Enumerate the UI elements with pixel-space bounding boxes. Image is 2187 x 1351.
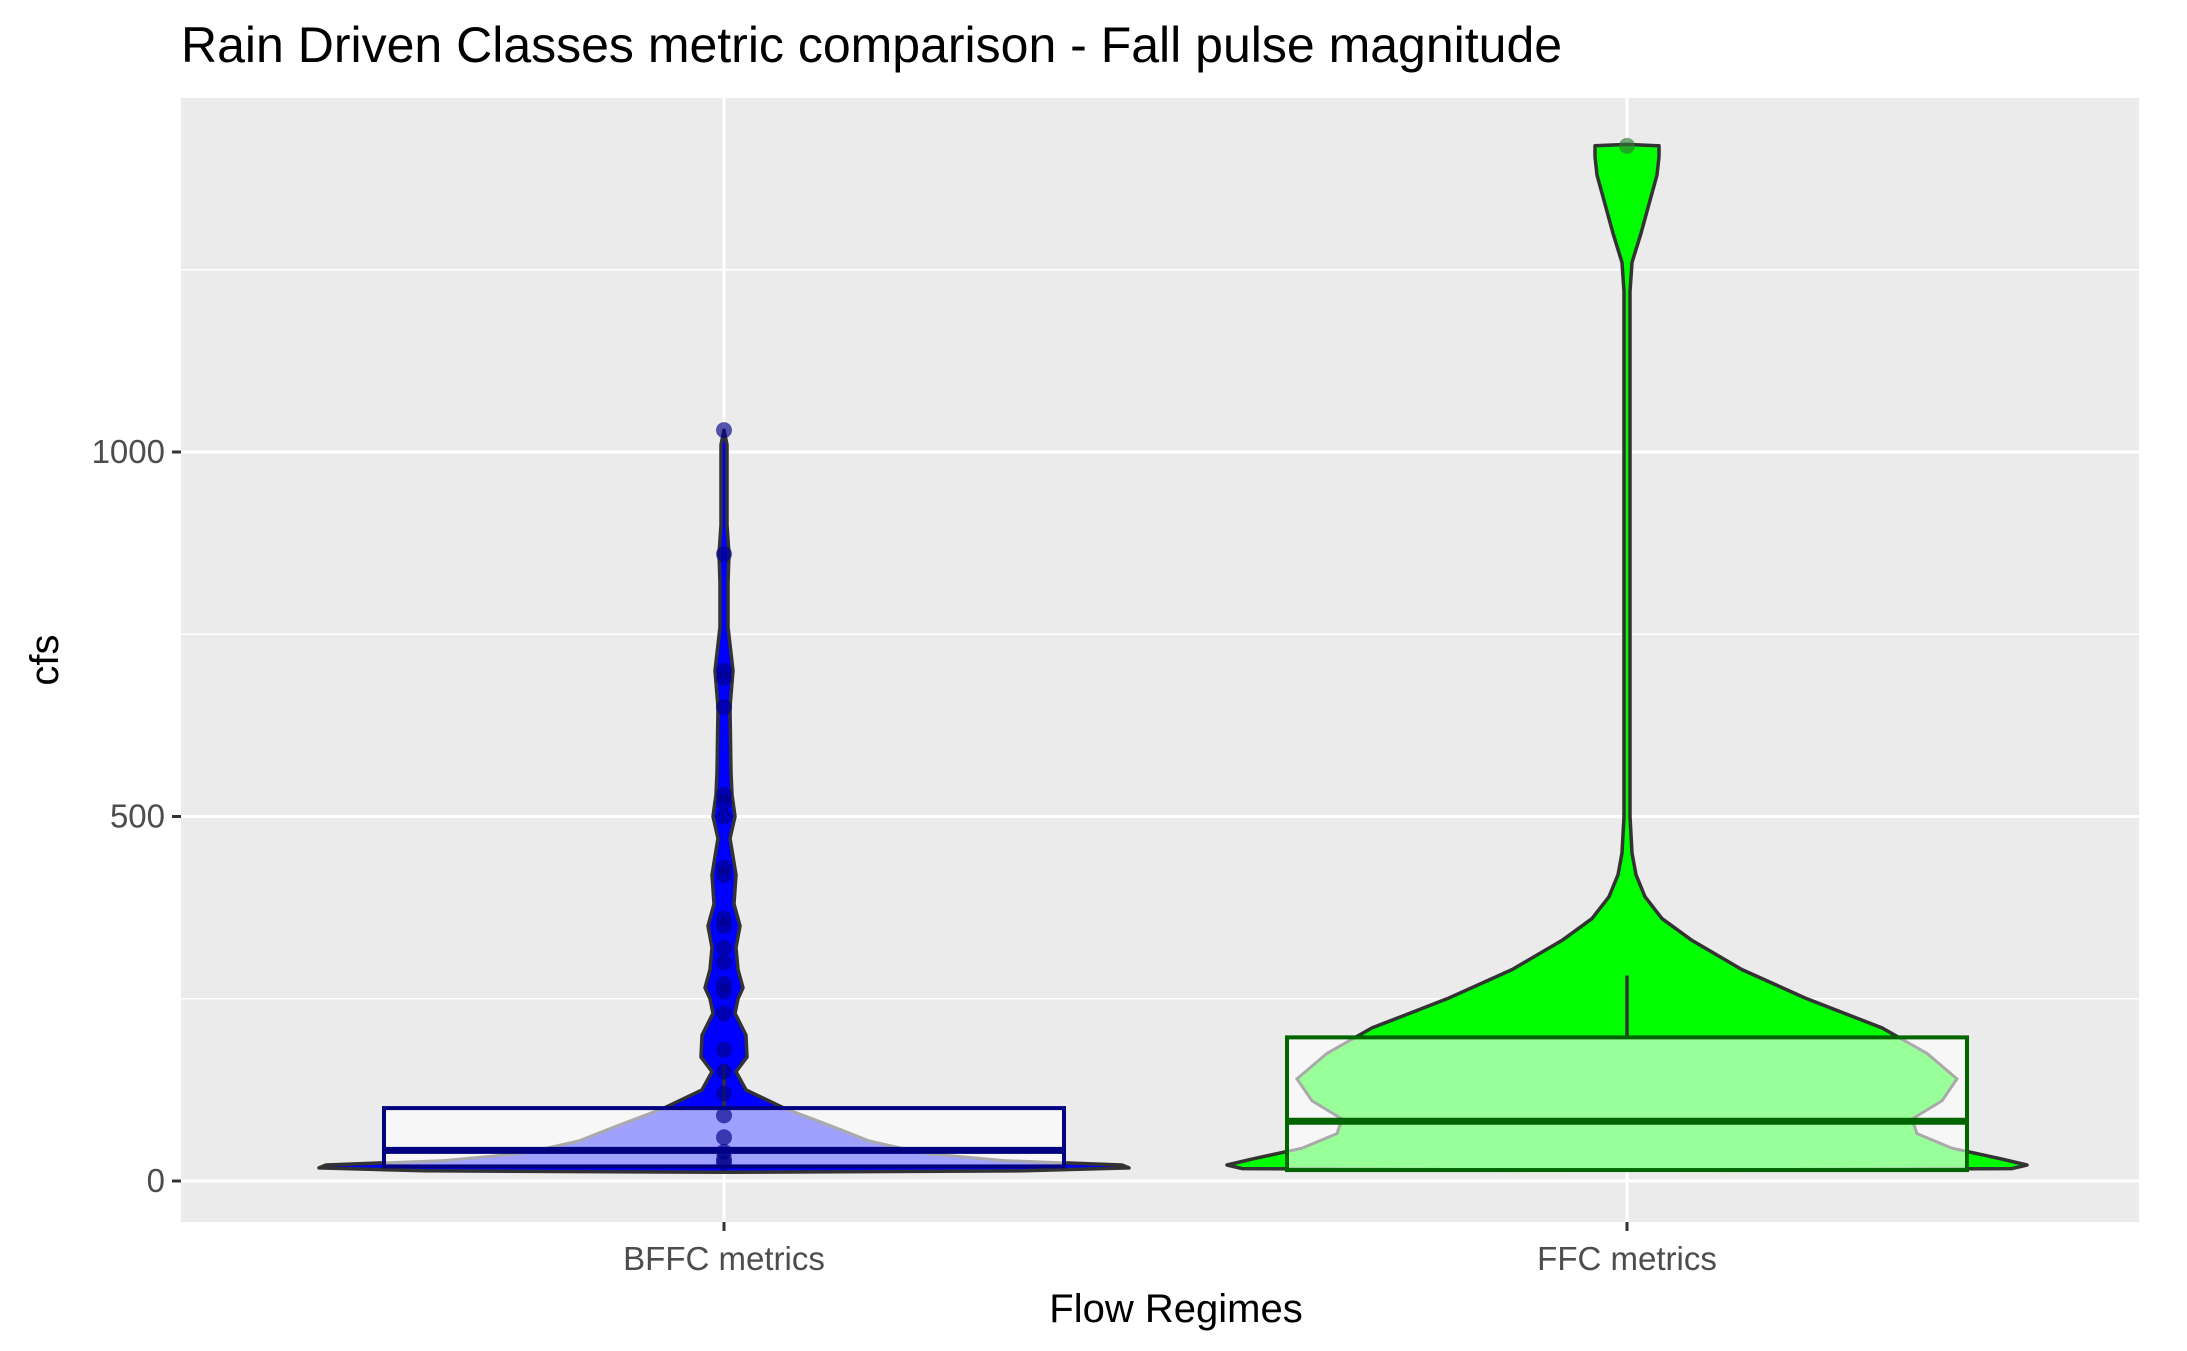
box-outline-ffc	[1285, 1035, 1969, 1173]
data-point	[716, 1063, 732, 1080]
y-tick-label: 0	[147, 1162, 165, 1199]
y-tick-label: 500	[110, 798, 165, 835]
violin-edge-in-box-ffc	[1287, 1037, 1967, 1171]
data-point	[716, 917, 732, 934]
data-point	[716, 1107, 732, 1124]
data-point	[716, 983, 732, 1000]
data-point	[716, 669, 732, 686]
data-point	[716, 866, 732, 883]
data-point	[716, 808, 732, 825]
axis-ticks: 0 500 1000 BFFC metrics FFC metrics	[92, 433, 1717, 1277]
x-tick-label: FFC metrics	[1537, 1240, 1717, 1277]
data-point	[716, 1154, 732, 1171]
y-axis-title: cfs	[23, 634, 67, 685]
data-point	[716, 954, 732, 971]
data-point	[716, 546, 732, 563]
box-fill-ffc	[1287, 1037, 1967, 1171]
data-point	[716, 422, 732, 439]
data-point	[716, 1085, 732, 1102]
x-tick-label: BFFC metrics	[623, 1240, 825, 1277]
y-tick-label: 1000	[92, 433, 165, 470]
data-point	[716, 1041, 732, 1058]
data-points	[716, 137, 1635, 1171]
data-point	[716, 1129, 732, 1146]
chart-title: Rain Driven Classes metric comparison - …	[181, 17, 1562, 73]
data-point	[716, 1005, 732, 1022]
x-axis-title: Flow Regimes	[1049, 1287, 1302, 1331]
data-point	[716, 699, 732, 716]
data-point	[716, 939, 732, 956]
data-point	[716, 793, 732, 810]
data-point	[1619, 137, 1635, 154]
